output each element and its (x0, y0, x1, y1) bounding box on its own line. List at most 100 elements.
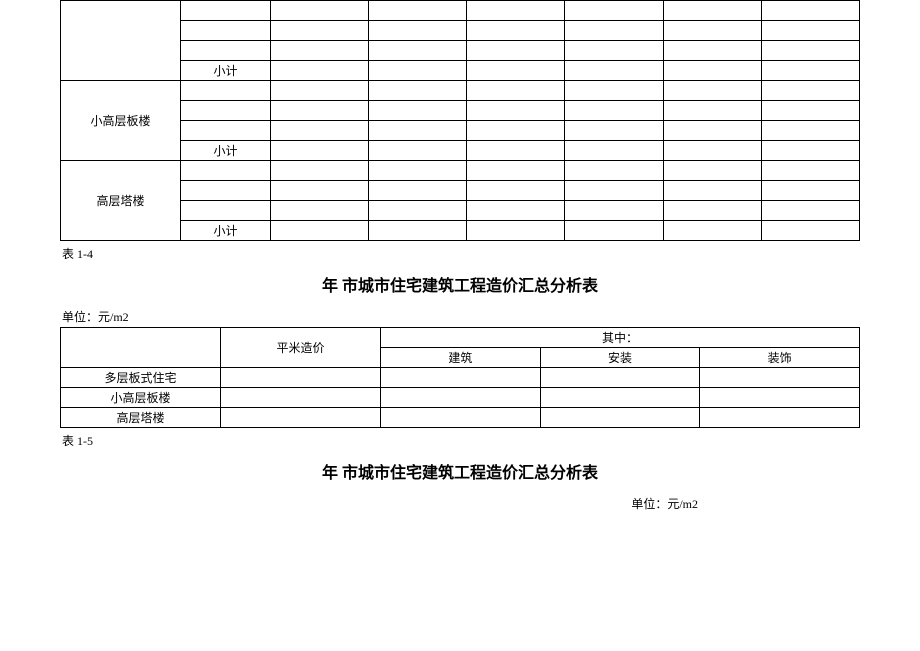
cell (271, 201, 369, 221)
cell (540, 388, 700, 408)
cell (663, 201, 761, 221)
table-2-caption: 表 1-5 (62, 432, 860, 449)
cell (271, 61, 369, 81)
cell (221, 388, 381, 408)
table-row: 多层板式住宅 (61, 368, 860, 388)
cell (271, 221, 369, 241)
cell (761, 221, 859, 241)
cell (467, 181, 565, 201)
table-row: 小高层板楼 (61, 388, 860, 408)
section-1-unit: 单位：元/m2 (62, 308, 860, 325)
group-label: 小高层板楼 (61, 81, 181, 161)
cell (271, 121, 369, 141)
cell (761, 181, 859, 201)
page-container: 小计 小高层板楼 (0, 0, 920, 554)
table-row (61, 1, 860, 21)
cell (565, 121, 663, 141)
cell (565, 161, 663, 181)
cell (663, 41, 761, 61)
cell (181, 121, 271, 141)
cell (369, 121, 467, 141)
subtotal-label: 小计 (181, 61, 271, 81)
cell (663, 161, 761, 181)
cell (565, 81, 663, 101)
cell (467, 1, 565, 21)
cell (271, 161, 369, 181)
cell (181, 201, 271, 221)
cell (540, 368, 700, 388)
cell (700, 388, 860, 408)
cell (467, 121, 565, 141)
cell (369, 201, 467, 221)
cell (761, 141, 859, 161)
cell (369, 61, 467, 81)
cell (565, 141, 663, 161)
cell (271, 81, 369, 101)
header-col-3: 装饰 (700, 348, 860, 368)
group-label (61, 1, 181, 81)
cell (663, 181, 761, 201)
table-row: 高层塔楼 (61, 408, 860, 428)
cell (271, 1, 369, 21)
cell (467, 61, 565, 81)
cell (271, 141, 369, 161)
table-1: 小计 小高层板楼 (60, 0, 860, 241)
cell (369, 181, 467, 201)
header-among: 其中： (381, 328, 860, 348)
cell (700, 408, 860, 428)
table-row: 小计 (61, 141, 860, 161)
table-row (61, 181, 860, 201)
cell (565, 201, 663, 221)
cell (565, 1, 663, 21)
cell (381, 368, 541, 388)
cell (467, 161, 565, 181)
cell (663, 221, 761, 241)
cell (761, 101, 859, 121)
section-1-title: 年 市城市住宅建筑工程造价汇总分析表 (60, 272, 860, 296)
cell (761, 61, 859, 81)
cell (467, 21, 565, 41)
cell (221, 408, 381, 428)
cell (663, 141, 761, 161)
cell (663, 21, 761, 41)
row-label: 多层板式住宅 (61, 368, 221, 388)
cell (663, 121, 761, 141)
cell (663, 81, 761, 101)
table-2: 平米造价 其中： 建筑 安装 装饰 多层板式住宅 小高层板楼 (60, 327, 860, 428)
subtotal-label: 小计 (181, 141, 271, 161)
row-label: 小高层板楼 (61, 388, 221, 408)
subtotal-label: 小计 (181, 221, 271, 241)
table-row (61, 41, 860, 61)
cell (761, 41, 859, 61)
group-label: 高层塔楼 (61, 161, 181, 241)
table-row: 小计 (61, 221, 860, 241)
cell (271, 21, 369, 41)
cell (271, 181, 369, 201)
cell (369, 41, 467, 61)
section-2-title: 年 市城市住宅建筑工程造价汇总分析表 (60, 459, 860, 483)
section-2-unit: 单位：元/m2 (60, 495, 858, 512)
cell (540, 408, 700, 428)
table-row (61, 121, 860, 141)
cell (181, 81, 271, 101)
cell (181, 161, 271, 181)
cell (181, 101, 271, 121)
cell (181, 41, 271, 61)
cell (565, 221, 663, 241)
table-1-caption: 表 1-4 (62, 245, 860, 262)
cell (369, 221, 467, 241)
cell (663, 1, 761, 21)
table-row: 高层塔楼 (61, 161, 860, 181)
cell (761, 21, 859, 41)
table-row: 小计 (61, 61, 860, 81)
header-blank (61, 328, 221, 368)
cell (369, 101, 467, 121)
cell (663, 101, 761, 121)
cell (467, 201, 565, 221)
table-row (61, 21, 860, 41)
cell (381, 408, 541, 428)
cell (369, 21, 467, 41)
cell (565, 41, 663, 61)
table-row: 小高层板楼 (61, 81, 860, 101)
header-col-2: 安装 (540, 348, 700, 368)
